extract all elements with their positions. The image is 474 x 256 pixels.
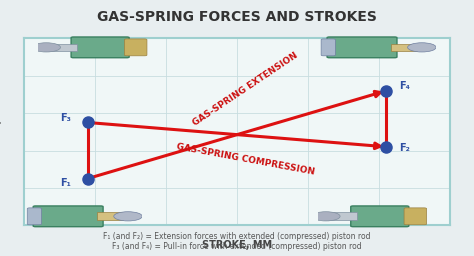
FancyBboxPatch shape [124,39,147,56]
Text: F₃ (and F₄) = Pull-in force with extended (compressed) piston rod: F₃ (and F₄) = Pull-in force with extende… [112,242,362,251]
Text: GAS-SPRING EXTENSION: GAS-SPRING EXTENSION [191,50,300,127]
FancyBboxPatch shape [27,208,42,225]
Text: F₁: F₁ [60,178,71,188]
Bar [391,44,417,51]
FancyBboxPatch shape [321,39,336,56]
Text: STROKE, MM: STROKE, MM [202,240,272,250]
Bar [44,44,77,51]
FancyBboxPatch shape [71,37,129,58]
Text: FORCE, N: FORCE, N [0,110,2,154]
Circle shape [32,43,61,52]
FancyBboxPatch shape [404,208,427,225]
Bar [324,212,357,220]
Circle shape [114,212,142,221]
Text: GAS-SPRING FORCES AND STROKES: GAS-SPRING FORCES AND STROKES [97,10,377,24]
Text: F₁ (and F₂) = Extension forces with extended (compressed) piston rod: F₁ (and F₂) = Extension forces with exte… [103,232,371,241]
Text: GAS-SPRING COMPRESSION: GAS-SPRING COMPRESSION [176,142,315,177]
Text: F₂: F₂ [399,143,410,153]
FancyBboxPatch shape [33,206,103,227]
FancyBboxPatch shape [351,206,409,227]
Circle shape [312,212,340,221]
Bar [97,212,123,220]
FancyBboxPatch shape [327,37,397,58]
Text: F₃: F₃ [60,113,71,123]
Circle shape [408,43,436,52]
Text: F₄: F₄ [399,81,410,91]
